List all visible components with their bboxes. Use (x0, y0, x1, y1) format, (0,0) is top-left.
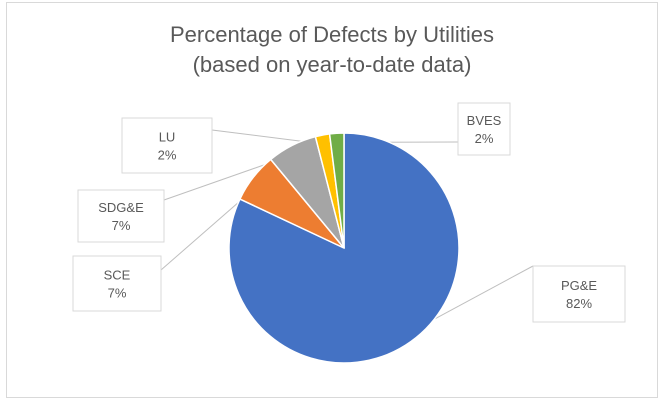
data-label-value: 7% (112, 218, 131, 233)
data-label-name: PG&E (561, 278, 597, 293)
chart-subtitle: (based on year-to-date data) (192, 52, 472, 77)
chart-title: Percentage of Defects by Utilities (169, 22, 495, 47)
data-label-box (457, 102, 511, 156)
data-label-name: SDG&E (98, 200, 144, 215)
data-label-name: SCE (104, 268, 131, 283)
data-label-value: 82% (566, 296, 592, 311)
slice-group (228, 132, 460, 364)
pie-slice-bves (328, 132, 345, 249)
data-label-box (121, 117, 213, 174)
data-label-box (77, 189, 165, 243)
data-label-box (532, 265, 626, 323)
label-group: PG&E 82% SCE 7% SDG&E 7% LU 2% BVES 2% (72, 102, 626, 338)
data-label-value: 2% (475, 131, 494, 146)
chart-frame (6, 2, 658, 398)
chart-title-block: Percentage of Defects by Utilities (base… (0, 20, 664, 80)
data-label-value: 7% (108, 286, 127, 301)
data-label-box (72, 255, 162, 312)
data-label-name: LU (159, 130, 176, 145)
data-label-name: BVES (467, 113, 502, 128)
data-label-value: 2% (158, 148, 177, 163)
